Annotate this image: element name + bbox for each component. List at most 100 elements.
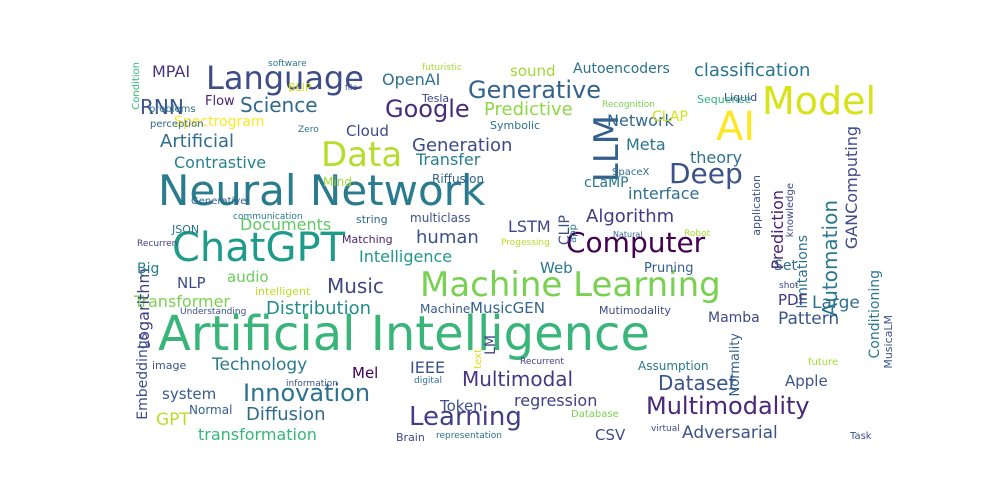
cloud-word: Science: [240, 93, 318, 117]
cloud-word: Tesla: [422, 92, 450, 105]
cloud-word: Mamba: [708, 310, 760, 326]
word-cloud: Artificial Intelligence Neural Network Mac…: [128, 54, 894, 446]
cloud-word: Embeddings: [135, 333, 151, 420]
cloud-word: Recurren: [137, 239, 178, 249]
cloud-word: application: [750, 175, 763, 236]
cloud-word: Mutimodality: [599, 304, 671, 317]
cloud-word: MusicaLM: [882, 315, 894, 369]
cloud-word: SpaceX: [612, 167, 650, 178]
cloud-word: Set: [774, 258, 797, 274]
cloud-word: ChatGPT: [172, 225, 346, 271]
cloud-word: interface: [628, 184, 700, 203]
cloud-word: Progessing: [501, 238, 550, 248]
cloud-word: Contrastive: [174, 153, 267, 172]
cloud-word: future: [808, 357, 839, 368]
cloud-word: Multimodality: [646, 392, 810, 420]
cloud-word: MusicGEN: [470, 299, 545, 317]
cloud-word: knowledge: [785, 183, 796, 238]
cloud-word: Dataset: [658, 371, 737, 395]
cloud-word: GPT: [156, 410, 190, 430]
cloud-word: Natural: [613, 230, 643, 239]
cloud-word: futuristic: [422, 63, 462, 73]
cloud-word: JSON: [172, 223, 200, 236]
cloud-word: Distribution: [266, 298, 372, 319]
cloud-word: transformation: [198, 425, 317, 444]
cloud-word: information: [286, 379, 338, 389]
cloud-word: GANComputing: [842, 126, 861, 250]
cloud-word: Mind: [323, 175, 352, 189]
cloud-word: classification: [694, 60, 811, 81]
cloud-word: Token: [440, 397, 483, 415]
cloud-word: Learning: [409, 402, 522, 432]
cloud-word: image: [152, 359, 187, 372]
cloud-word: Normal: [189, 403, 233, 417]
cloud-word: Conditioning: [867, 270, 883, 359]
cloud-word: software: [268, 59, 307, 69]
cloud-word: Intelligence: [359, 247, 453, 266]
cloud-word: Zero: [298, 125, 319, 135]
cloud-word: Normality: [728, 333, 743, 397]
cloud-word: Riffusion: [432, 172, 485, 186]
cloud-word: Computer: [566, 226, 706, 259]
cloud-word: Artificial: [160, 131, 235, 152]
cloud-word: AI: [716, 104, 756, 150]
cloud-word: Apple: [785, 372, 828, 390]
cloud-word: Multimodal: [462, 367, 574, 391]
cloud-word: cLaMP: [584, 175, 629, 191]
cloud-word: Deep: [669, 157, 743, 190]
cloud-word: Google: [385, 95, 470, 123]
cloud-word: BLIP: [288, 81, 312, 94]
cloud-word: human: [416, 227, 479, 248]
cloud-word: Autoencoders: [573, 61, 670, 77]
cloud-word: representation: [436, 431, 503, 441]
cloud-word: LM: [483, 335, 499, 355]
cloud-word: Neural Network: [158, 166, 486, 215]
cloud-word: CSV: [595, 426, 626, 444]
cloud-word: MPAI: [152, 62, 191, 81]
cloud-word: Recurrent: [520, 357, 564, 367]
cloud-word: Web: [540, 259, 573, 277]
cloud-word: virtual: [651, 424, 680, 434]
cloud-word: Adversarial: [682, 423, 778, 443]
cloud-word: Large: [812, 293, 860, 313]
cloud-word: Condition: [131, 62, 142, 110]
cloud-word: Big: [137, 261, 160, 277]
cloud-word: Brain: [396, 431, 425, 444]
cloud-word: Robot: [684, 229, 711, 239]
cloud-word: RNN: [140, 95, 184, 119]
cloud-word: Cloud: [346, 122, 389, 140]
cloud-word: digital: [414, 376, 442, 386]
cloud-word: Flow: [205, 94, 235, 109]
cloud-word: Technology: [212, 355, 308, 375]
cloud-word: OpenAI: [382, 70, 441, 89]
cloud-word: Pruning: [644, 261, 694, 276]
cloud-word: NLP: [177, 274, 206, 292]
cloud-word: IEEE: [410, 358, 446, 377]
cloud-word: CLAP: [652, 109, 688, 125]
cloud-word: Artificial Intelligence: [158, 306, 650, 362]
cloud-word: Spectrogram: [174, 114, 265, 130]
cloud-word: Machine Learning: [420, 265, 721, 305]
cloud-word: app: [568, 224, 579, 243]
cloud-word: intelligent: [255, 285, 311, 298]
cloud-word: shot: [779, 281, 799, 291]
cloud-word: Pattern: [778, 309, 840, 329]
cloud-word: Mel: [352, 364, 379, 382]
cloud-word: Transfer: [416, 150, 481, 169]
cloud-word: Music: [327, 274, 384, 298]
cloud-word: Algorithm: [586, 206, 675, 227]
cloud-word: communication: [233, 212, 303, 222]
cloud-word: Language: [206, 59, 364, 97]
cloud-word: Recognition: [602, 100, 655, 110]
cloud-word: text: [473, 349, 484, 369]
cloud-word: Documents: [240, 215, 332, 234]
cloud-word: Sequence: [697, 93, 752, 106]
cloud-word: problems: [149, 104, 196, 115]
cloud-word: Symbolic: [490, 119, 541, 132]
cloud-word: Understanding: [180, 307, 247, 317]
cloud-word: sound: [510, 62, 556, 80]
cloud-word: Generation: [412, 135, 513, 156]
cloud-word: Machine: [420, 302, 471, 316]
cloud-word: Generativel: [191, 196, 250, 207]
